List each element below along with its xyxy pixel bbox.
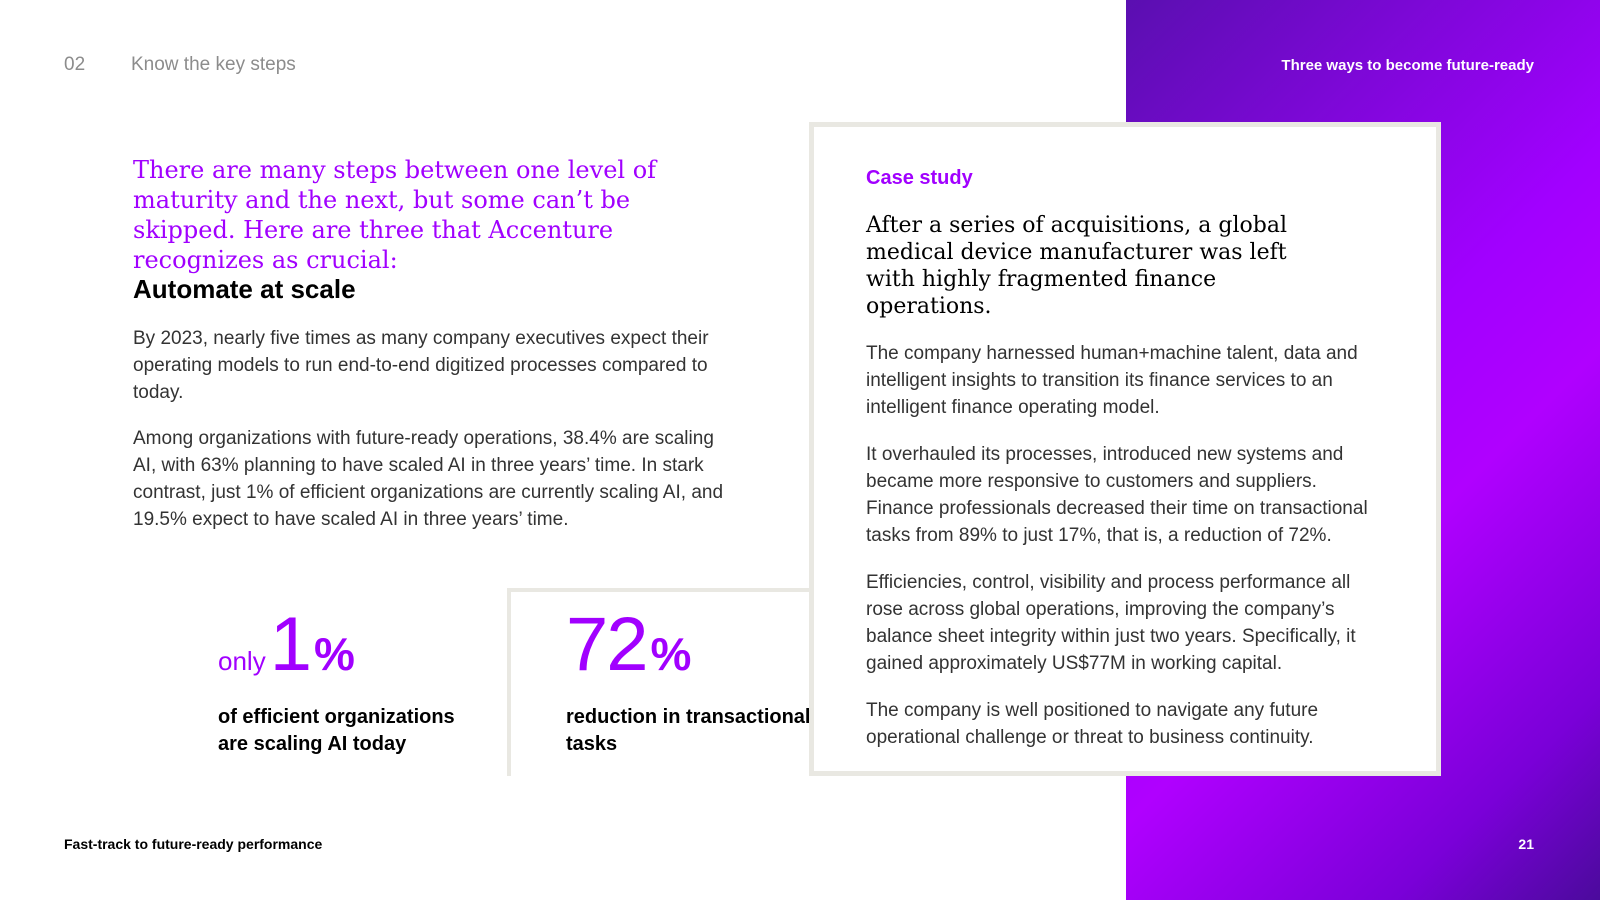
stat-description: reduction in transactional tasks <box>566 706 811 755</box>
stat-number: 1 <box>269 602 312 687</box>
page-number: 21 <box>1518 836 1534 852</box>
running-title: Three ways to become future-ready <box>1281 57 1534 74</box>
case-study-paragraph: Efficiencies, control, visibility and pr… <box>866 572 1356 674</box>
stat-description: of efficient organizations are scaling A… <box>218 706 455 755</box>
body-paragraph: Among organizations with future-ready op… <box>133 428 724 530</box>
stat-callout: only 1 % of efficient organizations are … <box>218 602 478 758</box>
case-study-label: Case study <box>866 167 973 189</box>
section-title: Know the key steps <box>131 54 296 75</box>
case-study-paragraph: The company harnessed human+machine tale… <box>866 343 1358 418</box>
body-paragraph: By 2023, nearly five times as many compa… <box>133 328 709 403</box>
stat-value: 72 % <box>566 602 826 690</box>
stat-unit: % <box>313 628 355 680</box>
section-heading: Automate at scale <box>133 274 356 304</box>
case-study-paragraph: The company is well positioned to naviga… <box>866 700 1319 748</box>
case-study-card: Case study After a series of acquisition… <box>809 122 1441 776</box>
stat-value: only 1 % <box>218 602 478 690</box>
intro-paragraph: There are many steps between one level o… <box>133 156 657 274</box>
case-study-intro: After a series of acquisitions, a global… <box>866 213 1287 319</box>
stat-prefix: only <box>218 646 266 676</box>
stat-divider <box>507 588 811 592</box>
footer-document-title: Fast-track to future-ready performance <box>64 836 323 852</box>
case-study-paragraph: It overhauled its processes, introduced … <box>866 444 1368 546</box>
stat-divider <box>507 588 511 776</box>
stat-unit: % <box>650 628 692 680</box>
section-number: 02 <box>64 54 86 75</box>
stat-callout: 72 % reduction in transactional tasks <box>566 602 826 758</box>
stat-number: 72 <box>566 602 649 687</box>
